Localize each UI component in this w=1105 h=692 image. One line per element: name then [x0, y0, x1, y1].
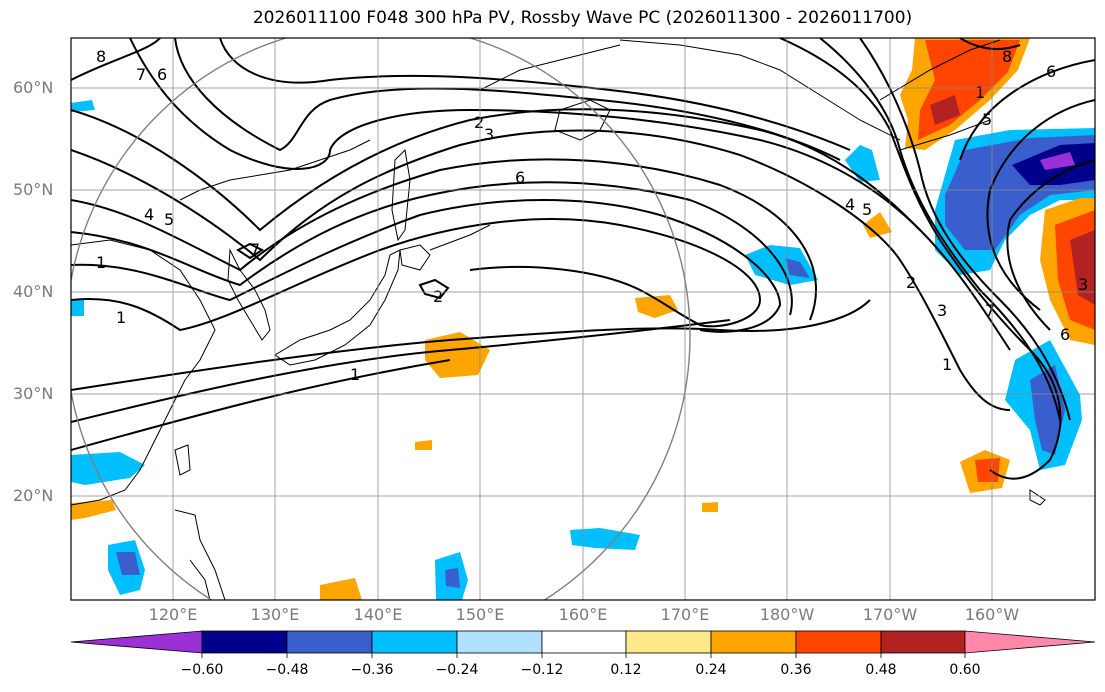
lat-label: 60°N — [13, 78, 54, 97]
lon-label: 170°W — [862, 605, 918, 624]
contour-label: 7 — [985, 301, 995, 320]
colorbar-tick-label: 0.48 — [865, 662, 897, 678]
reference-circle — [71, 38, 691, 600]
contour-label: 6 — [157, 65, 167, 84]
colorbar-tick-label: −0.36 — [350, 662, 394, 678]
positive-anomaly-region — [863, 212, 892, 238]
contour-label: 1 — [116, 308, 126, 327]
colorbar-tick-label: 0.36 — [780, 662, 812, 678]
contour-label: 2 — [474, 113, 484, 132]
contour-label: 7 — [136, 65, 146, 84]
colorbar-tick-label: −0.48 — [265, 662, 309, 678]
colorbar-max-extension — [964, 630, 1096, 654]
map-frame — [70, 37, 1096, 601]
contour-label: 6 — [515, 168, 525, 187]
lon-label: 120°E — [148, 605, 198, 624]
lon-label: 160°W — [964, 605, 1020, 624]
lat-label: 50°N — [13, 180, 54, 199]
lon-label: 170°E — [660, 605, 710, 624]
colorbar-segment — [710, 630, 797, 654]
contour-label: 1 — [96, 253, 106, 272]
positive-anomaly-region — [635, 295, 678, 318]
lon-label: 160°E — [558, 605, 608, 624]
contour-label: 3 — [937, 301, 947, 320]
colorbar-segment — [456, 630, 543, 654]
lat-label: 20°N — [13, 486, 54, 505]
contour-label: 5 — [982, 110, 992, 129]
colorbar-segment — [880, 630, 966, 654]
colorbar-segment — [541, 630, 627, 654]
map-title: 2026011100 F048 300 hPa PV, Rossby Wave … — [252, 8, 913, 28]
contour-label: 4 — [845, 195, 855, 214]
map-area: 8 7 6 2 3 6 5 4 1 1 7 2 1 8 6 1 5 4 5 2 … — [71, 38, 1095, 600]
positive-anomaly-region — [425, 332, 490, 378]
contour-label: 4 — [144, 205, 154, 224]
contour-label: 8 — [1002, 47, 1012, 66]
contour-label: 3 — [1078, 275, 1088, 294]
contour-label: 6 — [1046, 62, 1056, 81]
colorbar-segment — [625, 630, 712, 654]
lon-label: 180°W — [759, 605, 815, 624]
positive-anomaly-region — [320, 578, 362, 600]
contour-label: 1 — [942, 355, 952, 374]
contour-label: 5 — [164, 210, 174, 229]
colorbar-tick-label: −0.12 — [520, 662, 564, 678]
contour-label: 7 — [250, 240, 260, 259]
positive-anomaly-region — [415, 440, 432, 450]
contour-label: 6 — [1060, 325, 1070, 344]
negative-anomaly-region — [570, 528, 640, 550]
gridlines — [71, 38, 1095, 600]
lat-label: 30°N — [13, 384, 54, 403]
positive-anomaly-region — [71, 500, 116, 520]
colorbar-tick-label: 0.60 — [949, 662, 981, 678]
lon-label: 140°E — [353, 605, 403, 624]
contour-label: 2 — [906, 273, 916, 292]
shading-layer — [71, 38, 1095, 600]
lon-label: 150°E — [455, 605, 505, 624]
colorbar-segment — [286, 630, 373, 654]
lat-label: 40°N — [13, 282, 54, 301]
contour-label: 3 — [484, 125, 494, 144]
negative-anomaly-region — [71, 452, 145, 485]
colorbar-segment — [371, 630, 458, 654]
colorbar-tick-label: −0.60 — [180, 662, 224, 678]
colorbar-tick-label: 0.24 — [695, 662, 727, 678]
lon-label: 130°E — [250, 605, 300, 624]
contour-label: 5 — [862, 200, 872, 219]
contour-label: 1 — [350, 365, 360, 384]
colorbar — [70, 630, 1096, 658]
colorbar-segment — [201, 630, 288, 654]
contour-label: 1 — [975, 83, 985, 102]
positive-anomaly-region — [702, 502, 718, 512]
colorbar-tick-label: 0.12 — [610, 662, 642, 678]
colorbar-min-extension — [70, 630, 203, 654]
colorbar-segment — [795, 630, 882, 654]
contour-label: 8 — [96, 47, 106, 66]
colorbar-tick-label: −0.24 — [435, 662, 479, 678]
contour-labels: 8 7 6 2 3 6 5 4 1 1 7 2 1 8 6 1 5 4 5 2 … — [96, 47, 1088, 384]
contour-label: 2 — [433, 287, 443, 306]
